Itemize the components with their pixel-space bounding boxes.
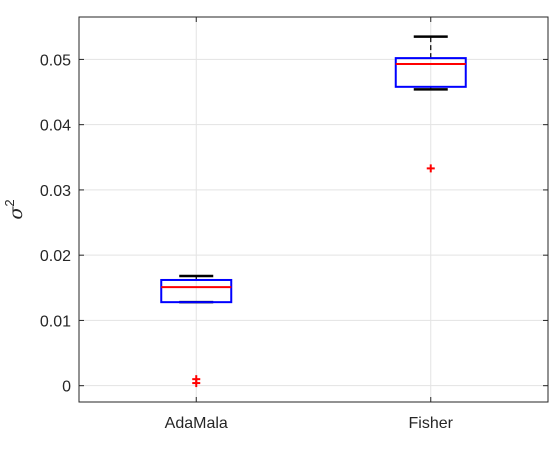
y-tick-label: 0.05 bbox=[40, 52, 71, 69]
box-group-fisher bbox=[394, 35, 467, 173]
y-tick-label: 0 bbox=[62, 379, 71, 396]
ticks-layer: 0 0.01 0.02 0.03 0.04 0.05 AdaMala Fisher bbox=[40, 17, 548, 432]
outlier-marker bbox=[192, 375, 201, 384]
x-tick-label: AdaMala bbox=[165, 415, 228, 432]
box-iqr bbox=[160, 278, 233, 304]
x-tick-label: Fisher bbox=[409, 415, 454, 432]
y-axis-label-superscript: 2 bbox=[2, 199, 17, 206]
box-iqr bbox=[394, 57, 467, 88]
grid-layer bbox=[79, 17, 548, 402]
boxes-layer bbox=[160, 35, 467, 388]
y-axis-label-symbol: σ bbox=[5, 206, 27, 220]
y-tick-label: 0.01 bbox=[40, 313, 71, 330]
y-tick-label: 0.02 bbox=[40, 248, 71, 265]
y-tick-label: 0.03 bbox=[40, 183, 71, 200]
y-tick-label: 0.04 bbox=[40, 118, 71, 135]
y-axis-label: σ2 bbox=[2, 199, 27, 219]
box-group-adamala bbox=[160, 274, 233, 388]
plot-frame bbox=[78, 16, 549, 403]
outlier-marker bbox=[426, 164, 435, 173]
